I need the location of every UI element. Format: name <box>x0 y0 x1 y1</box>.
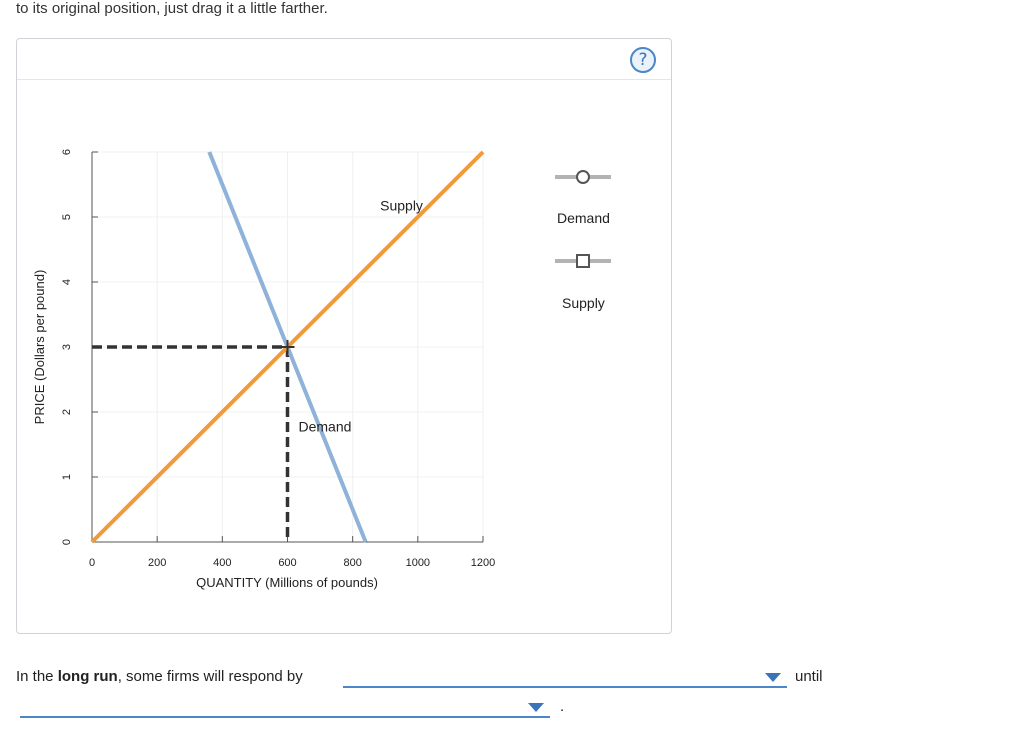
response-dropdown-1[interactable] <box>343 668 787 688</box>
x-tick-label: 800 <box>343 557 361 569</box>
help-button[interactable]: ? <box>630 47 656 73</box>
curve-label-supply: Supply <box>380 198 423 214</box>
legend-supply-tool[interactable] <box>553 251 613 271</box>
question-text: In the long run, some firms will respond… <box>16 668 303 685</box>
instruction-text: to its original position, just drag it a… <box>16 0 328 17</box>
y-tick-label: 3 <box>61 344 73 350</box>
supply-demand-chart: 0 1 2 3 4 5 6 0 200 400 600 800 1000 1200 QUANTITY (Mi… <box>32 149 495 590</box>
x-axis-title: QUANTITY (Millions of pounds) <box>196 575 378 590</box>
x-tick-label: 1200 <box>471 557 495 569</box>
y-axis-title: PRICE (Dollars per pound) <box>32 270 47 425</box>
legend-demand-tool[interactable] <box>553 167 613 187</box>
y-tick-label: 5 <box>61 214 73 220</box>
demand-legend-icon <box>555 170 611 184</box>
x-tick-label: 600 <box>278 557 296 569</box>
graph-panel: ? 0 1 2 3 4 5 6 0 200 400 600 800 1000 1200 QUANTITY (… <box>16 38 672 634</box>
y-tick-label: 6 <box>61 149 73 155</box>
panel-toolbar <box>17 39 671 80</box>
y-tick-label: 1 <box>61 474 73 480</box>
question-bold: long run <box>57 668 118 685</box>
response-dropdown-2[interactable] <box>20 698 550 718</box>
chevron-down-icon <box>765 673 781 682</box>
question-prefix: In the <box>16 668 58 685</box>
x-tick-label: 1000 <box>406 557 430 569</box>
x-tick-label: 400 <box>213 557 231 569</box>
y-tick-label: 2 <box>61 409 73 415</box>
question-end: . <box>560 698 565 715</box>
supply-legend-icon <box>555 254 611 268</box>
curve-label-demand: Demand <box>299 419 352 435</box>
chevron-down-icon <box>528 703 544 712</box>
legend-demand-label: Demand <box>557 210 610 226</box>
question-suffix: , some firms will respond by <box>117 668 303 685</box>
x-tick-label: 200 <box>148 557 166 569</box>
x-tick-label: 0 <box>89 557 95 569</box>
legend-supply-label: Supply <box>562 295 605 311</box>
y-tick-label: 4 <box>61 279 73 285</box>
question-connector: until <box>795 668 823 685</box>
help-icon: ? <box>638 50 648 70</box>
y-tick-label: 0 <box>61 539 73 545</box>
